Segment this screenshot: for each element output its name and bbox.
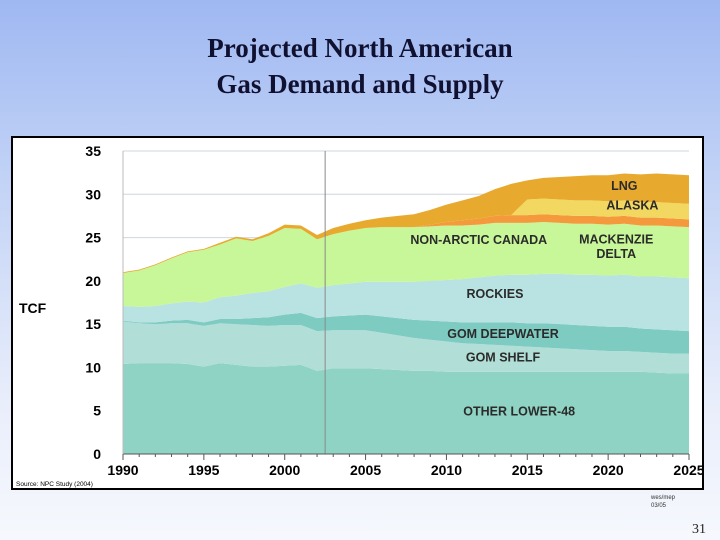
area-mackenzie-delta <box>123 214 689 274</box>
y-tick-label-0: 0 <box>93 446 101 462</box>
author-credit: wes/mep 03/05 <box>651 494 675 510</box>
area-series <box>123 173 689 454</box>
y-tick-label-15: 15 <box>85 316 101 332</box>
y-tick-label-35: 35 <box>85 143 101 159</box>
y-tick-label-30: 30 <box>85 186 101 202</box>
x-tick-label-2020: 2020 <box>593 462 624 478</box>
label-alaska: ALASKA <box>606 198 658 212</box>
area-gom-deepwater <box>123 312 689 354</box>
label-non-arctic-canada: NON-ARCTIC CANADA <box>410 233 547 247</box>
x-tick-label-2005: 2005 <box>350 462 381 478</box>
axes <box>122 151 690 460</box>
series-labels: OTHER LOWER-48 GOM SHELF GOM DEEPWATER ROCK… <box>410 179 658 419</box>
credit-line-2: 03/05 <box>651 503 667 509</box>
area-rockies <box>123 273 689 332</box>
label-lng: LNG <box>611 179 637 193</box>
chart-frame: 0 5 10 15 20 25 30 35 1990 1995 2000 2005 2010 2015 20… <box>11 136 704 490</box>
area-gom-shelf <box>123 321 689 374</box>
title-line-2: Gas Demand and Supply <box>216 69 504 99</box>
y-tick-label-5: 5 <box>93 403 101 419</box>
slide-title: Projected North American Gas Demand and … <box>0 30 720 102</box>
source-note: Source: NPC Study (2004) <box>16 481 93 488</box>
x-tick-label-2025: 2025 <box>673 462 702 478</box>
x-tick-label-2015: 2015 <box>512 462 543 478</box>
x-tick-label-2000: 2000 <box>269 462 300 478</box>
label-gom-shelf: GOM SHELF <box>466 350 541 364</box>
area-lng <box>123 173 689 274</box>
slide-number: 31 <box>692 522 706 537</box>
area-alaska <box>123 198 689 274</box>
y-axis-label: TCF <box>19 300 47 316</box>
label-mackenzie-delta: MACKENZIE DELTA <box>579 233 653 261</box>
area-other-lower-48 <box>123 363 689 454</box>
x-tick-label-2010: 2010 <box>431 462 462 478</box>
y-tick-label-25: 25 <box>85 230 101 246</box>
credit-line-1: wes/mep <box>651 495 676 501</box>
y-tick-label-10: 10 <box>85 359 101 375</box>
label-rockies: ROCKIES <box>466 287 523 301</box>
title-line-1: Projected North American <box>207 33 513 63</box>
x-tick-label-1995: 1995 <box>188 462 219 478</box>
x-tick-label-1990: 1990 <box>107 462 138 478</box>
area-non-arctic-canada <box>123 221 689 307</box>
y-tick-label-20: 20 <box>85 273 101 289</box>
label-gom-deepwater: GOM DEEPWATER <box>447 327 559 341</box>
label-other-lower-48: OTHER LOWER-48 <box>463 405 575 419</box>
